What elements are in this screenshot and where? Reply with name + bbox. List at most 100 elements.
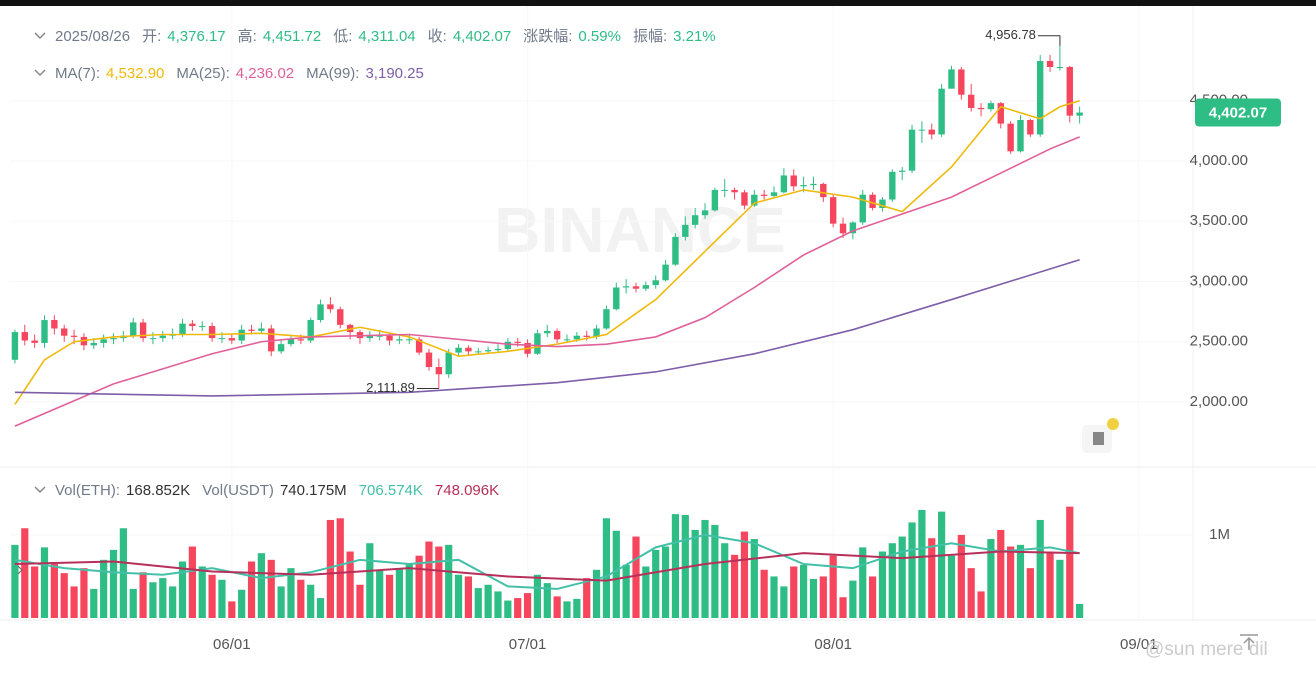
volume-bar bbox=[504, 600, 512, 618]
volume-bar bbox=[592, 569, 601, 618]
candle-body bbox=[1017, 120, 1024, 152]
volume-bar bbox=[297, 579, 305, 618]
candle-body bbox=[839, 223, 847, 234]
candle-body bbox=[760, 194, 768, 196]
candle-body bbox=[484, 350, 492, 352]
y-tick-label: 1M bbox=[1209, 526, 1230, 543]
candle-body bbox=[228, 338, 236, 341]
legend-text: 高: bbox=[238, 28, 257, 45]
candle-body bbox=[672, 236, 679, 265]
volume-bar bbox=[238, 589, 246, 618]
left-scroll[interactable] bbox=[17, 565, 23, 575]
legend-text: MA(7): bbox=[55, 65, 100, 82]
volume-bar bbox=[938, 511, 946, 618]
volume-bar bbox=[474, 588, 482, 618]
volume-bar bbox=[376, 569, 384, 618]
volume-bar bbox=[425, 541, 433, 618]
scroll-top[interactable] bbox=[1240, 634, 1258, 650]
candle-body bbox=[248, 329, 255, 331]
legend-text: 4,451.72 bbox=[263, 28, 321, 45]
legend-text: 收: bbox=[428, 28, 447, 45]
candle-body bbox=[1007, 123, 1014, 152]
volume-bar bbox=[632, 536, 640, 618]
legend-text: 4,532.90 bbox=[106, 65, 164, 82]
volume-bar bbox=[583, 578, 591, 618]
ma-line bbox=[14, 99, 1080, 405]
candle-body bbox=[208, 326, 216, 339]
volume-bar bbox=[257, 553, 265, 618]
volume-bar bbox=[701, 519, 709, 618]
candle-body bbox=[869, 194, 876, 208]
volume-bar bbox=[750, 539, 758, 618]
volume-bar bbox=[484, 584, 492, 618]
candle-body bbox=[41, 320, 48, 343]
candle-body bbox=[366, 335, 374, 339]
volume-bar bbox=[1036, 519, 1044, 618]
candle-body bbox=[731, 189, 738, 193]
volume-bar bbox=[987, 539, 995, 618]
candle-body bbox=[21, 332, 28, 341]
collapse-icons[interactable] bbox=[34, 32, 46, 494]
candle-body bbox=[70, 335, 78, 337]
candle-body bbox=[711, 189, 719, 211]
volume-bar bbox=[869, 576, 877, 618]
candle-body bbox=[475, 351, 482, 353]
legend-text: 振幅: bbox=[633, 28, 667, 45]
legend-text: 3.21% bbox=[673, 28, 716, 45]
ma-line bbox=[14, 136, 1080, 427]
candle-body bbox=[110, 338, 117, 340]
volume-bar bbox=[543, 583, 551, 618]
candle-body bbox=[751, 194, 758, 206]
candle-body bbox=[701, 210, 709, 216]
volume-bar bbox=[652, 549, 660, 618]
volume-bar bbox=[435, 546, 443, 618]
volume-bar bbox=[839, 597, 847, 618]
candle-body bbox=[859, 194, 866, 223]
volume-bar bbox=[790, 566, 798, 618]
candle-body bbox=[613, 287, 620, 310]
volume-bar bbox=[109, 549, 118, 618]
volume-bar bbox=[1056, 559, 1064, 618]
watermark-user: @sun mere dil bbox=[1145, 639, 1268, 660]
y-tick-label: 2,500.00 bbox=[1190, 333, 1248, 350]
candle-body bbox=[268, 328, 275, 352]
tool-dot bbox=[1107, 418, 1119, 430]
candle-body bbox=[504, 341, 512, 349]
volume-bar bbox=[514, 598, 522, 618]
volume-bar bbox=[169, 586, 177, 618]
volume-bar bbox=[908, 522, 916, 618]
volume-bar bbox=[730, 554, 739, 618]
candle-body bbox=[494, 348, 502, 351]
volume-bar bbox=[60, 573, 68, 618]
volume-bar bbox=[395, 568, 404, 618]
volume-bar bbox=[573, 598, 581, 618]
candle-body bbox=[189, 323, 196, 327]
candle-body bbox=[790, 175, 797, 187]
x-tick-label: 06/01 bbox=[213, 636, 251, 653]
volume-bar bbox=[464, 576, 473, 618]
volume-bar bbox=[218, 579, 226, 618]
candle-body bbox=[889, 171, 896, 200]
candle-body bbox=[898, 170, 906, 172]
candle-body bbox=[337, 309, 344, 325]
tool-icon bbox=[1093, 432, 1104, 445]
legend-text: Vol(USDT) bbox=[202, 482, 274, 499]
candle-body bbox=[149, 338, 157, 340]
candle-body bbox=[90, 342, 97, 346]
candle-body bbox=[829, 197, 837, 224]
legend-text: 4,402.07 bbox=[453, 28, 511, 45]
candle-body bbox=[317, 304, 324, 321]
candle-body bbox=[307, 320, 314, 341]
y-tick-label: 2,000.00 bbox=[1190, 393, 1248, 410]
candle-body bbox=[139, 322, 147, 339]
volume-bar bbox=[21, 528, 29, 618]
y-tick-label: 3,500.00 bbox=[1190, 212, 1248, 229]
candle-body bbox=[593, 328, 600, 337]
volume-bar bbox=[11, 544, 19, 618]
candle-body bbox=[386, 335, 393, 341]
volume-bar bbox=[267, 559, 275, 618]
volume-bar bbox=[1016, 544, 1025, 618]
candle-body bbox=[652, 280, 659, 286]
candle-body bbox=[553, 330, 561, 340]
